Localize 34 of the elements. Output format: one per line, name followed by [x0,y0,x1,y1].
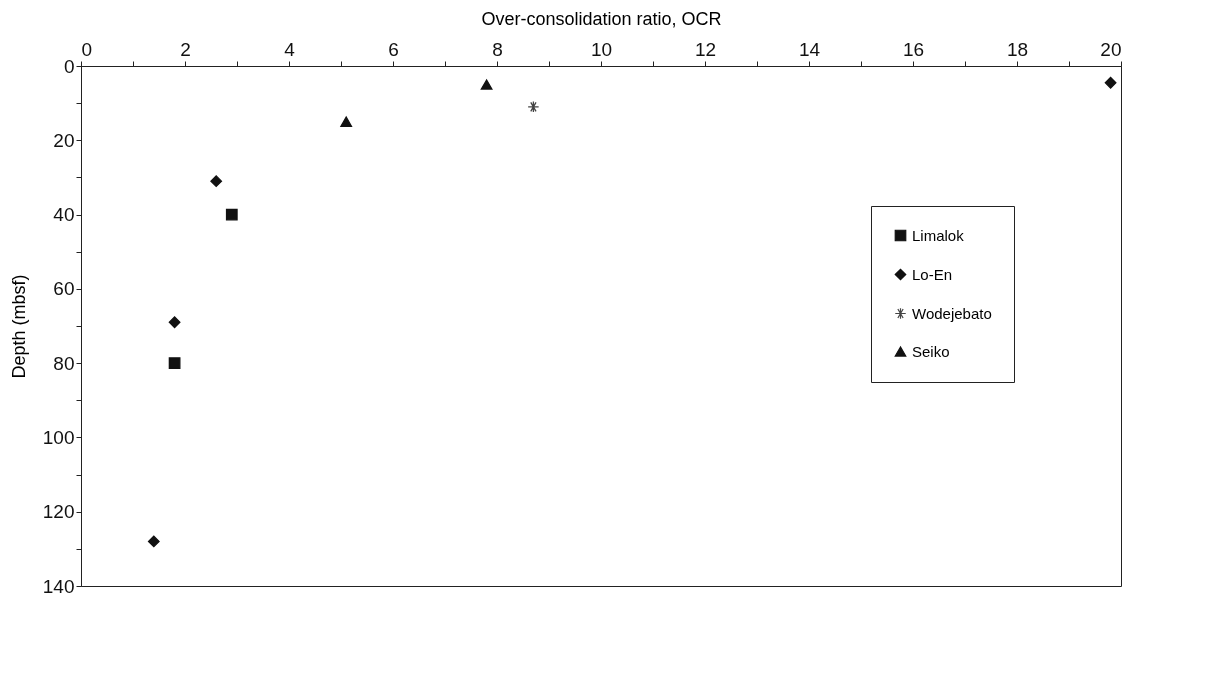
legend-label: Lo-En [912,265,953,283]
x-tick-label: 6 [388,38,399,60]
legend-label: Seiko [912,342,950,360]
point [480,79,493,90]
x-tick-label: 2 [180,38,191,60]
point [1104,76,1117,89]
y-tick-label: 40 [53,204,75,226]
x-tick-label: 10 [590,38,613,60]
x-tick-label: 0 [81,38,93,60]
y-tick-label: 120 [42,501,75,523]
point [147,535,160,548]
x-tick-label: 8 [492,38,503,60]
y-tick-label: 60 [53,278,75,300]
x-tick-label: 12 [694,38,717,60]
x-tick-label: 4 [284,38,296,60]
point [210,175,223,188]
point [168,357,181,370]
point [225,208,238,221]
point [527,100,540,113]
y-tick-label: 100 [42,426,75,448]
legend-label: Wodejebato [912,304,992,322]
x-tick-label: 20 [1100,38,1122,60]
x-tick-label: 14 [798,38,821,60]
legend-label: Limalok [912,226,965,244]
point [168,316,181,329]
y-tick-label: 20 [53,129,75,151]
y-axis-title: Depth (mbsf) [8,274,29,379]
y-tick-label: 80 [53,352,75,374]
x-tick-label: 16 [902,38,925,60]
x-tick-label: 18 [1006,38,1029,60]
point [340,116,353,127]
y-tick-label: 140 [42,575,75,597]
y-tick-label: 0 [63,55,75,77]
x-axis-title: Over-consolidation ratio, OCR [481,8,722,29]
